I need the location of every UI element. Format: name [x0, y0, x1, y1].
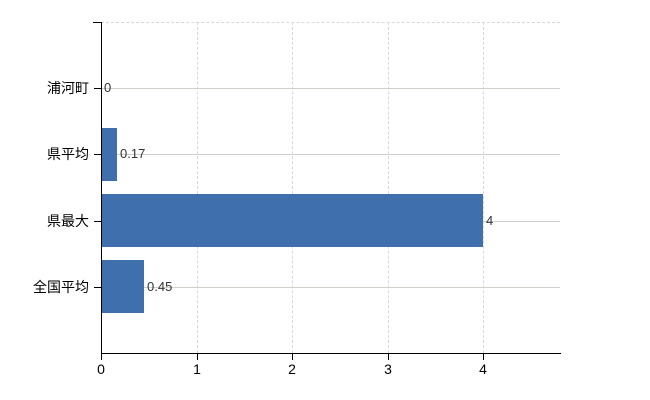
x-tick-label: 4 — [479, 361, 487, 377]
value-label: 0.17 — [120, 146, 146, 161]
vertical-gridline — [292, 22, 293, 353]
vertical-gridline — [197, 22, 198, 353]
value-label: 4 — [486, 213, 494, 228]
category-tick — [94, 221, 101, 222]
value-label: 0.45 — [147, 279, 173, 294]
plot-top-border — [101, 22, 560, 23]
x-tick — [197, 353, 198, 360]
x-tick-label: 0 — [97, 361, 105, 377]
x-tick-label: 3 — [384, 361, 392, 377]
category-label: 浦河町 — [47, 80, 89, 96]
category-label: 全国平均 — [33, 279, 89, 295]
category-label: 県最大 — [47, 213, 89, 229]
horizontal-gridline — [101, 88, 560, 89]
value-label: 0 — [104, 80, 112, 95]
category-tick — [94, 287, 101, 288]
x-tick-label: 2 — [288, 361, 296, 377]
x-axis — [101, 353, 561, 354]
x-tick-label: 1 — [193, 361, 201, 377]
bar — [102, 128, 117, 181]
y-axis — [101, 22, 102, 354]
x-tick — [292, 353, 293, 360]
vertical-gridline — [483, 22, 484, 353]
horizontal-gridline — [101, 287, 560, 288]
x-tick — [101, 353, 102, 360]
bar — [102, 260, 144, 313]
x-tick — [483, 353, 484, 360]
category-label: 県平均 — [47, 146, 89, 162]
horizontal-gridline — [101, 154, 560, 155]
bar — [102, 194, 483, 247]
y-axis-top-tick — [93, 22, 101, 23]
x-tick — [388, 353, 389, 360]
category-tick — [94, 154, 101, 155]
vertical-gridline — [388, 22, 389, 353]
category-tick — [94, 88, 101, 89]
